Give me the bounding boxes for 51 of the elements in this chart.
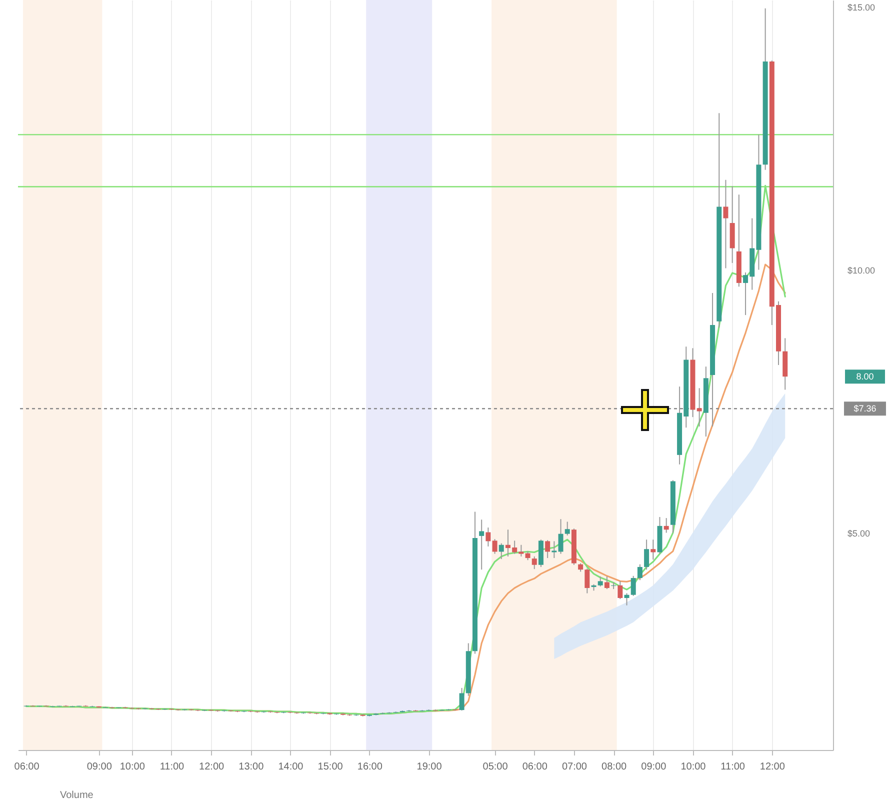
x-tick-label: 12:00 bbox=[760, 762, 786, 772]
candlestick bbox=[552, 540, 557, 559]
candlestick bbox=[664, 518, 669, 534]
ref-line-label: $7.36 bbox=[854, 404, 876, 414]
x-tick-label: 08:00 bbox=[602, 762, 627, 772]
candlestick bbox=[618, 580, 623, 600]
candlestick bbox=[347, 713, 352, 716]
x-tick-label: 12:00 bbox=[199, 762, 224, 772]
x-tick-label: 06:00 bbox=[14, 762, 40, 772]
text: Volume bbox=[60, 790, 94, 801]
x-tick-label: 09:00 bbox=[641, 762, 667, 772]
candlestick bbox=[630, 575, 636, 596]
candlestick bbox=[584, 568, 590, 594]
x-tick-label: 16:00 bbox=[357, 762, 383, 772]
x-tick-label: 14:00 bbox=[278, 762, 304, 772]
candlestick bbox=[486, 527, 491, 547]
y-tick-label: $10.00 bbox=[848, 265, 876, 276]
x-tick-label: 09:00 bbox=[86, 762, 112, 772]
candlestick bbox=[723, 179, 728, 269]
candlestick bbox=[479, 519, 484, 570]
candlestick bbox=[354, 714, 359, 716]
candlestick bbox=[558, 518, 564, 554]
x-tick-label: 06:00 bbox=[522, 762, 548, 772]
candlestick bbox=[598, 576, 603, 587]
x-tick-label: 07:00 bbox=[562, 762, 588, 772]
candlestick bbox=[696, 388, 702, 428]
candlestick bbox=[611, 582, 616, 590]
candlestick bbox=[637, 564, 642, 581]
candlestick bbox=[644, 539, 650, 570]
candlestick bbox=[492, 538, 498, 554]
x-tick-label: 15:00 bbox=[318, 762, 344, 772]
line-series bbox=[26, 184, 786, 716]
candlestick bbox=[604, 576, 610, 590]
candlestick bbox=[334, 712, 339, 716]
candlestick bbox=[624, 592, 630, 606]
candlestick bbox=[650, 539, 656, 560]
y-tick-label: $15.00 bbox=[848, 2, 876, 12]
y-tick-label: $5.00 bbox=[848, 528, 870, 538]
candlestick bbox=[532, 556, 537, 570]
x-tick-label: 10:00 bbox=[120, 762, 146, 772]
candlestick bbox=[564, 521, 570, 536]
x-tick-label: 13:00 bbox=[238, 762, 264, 772]
candlestick bbox=[545, 540, 550, 559]
x-tick-label: 10:00 bbox=[680, 762, 706, 772]
x-tick-label: 11:00 bbox=[720, 762, 746, 772]
text: 8.00 bbox=[856, 372, 874, 382]
x-tick-label: 05:00 bbox=[482, 762, 508, 772]
candlestick bbox=[498, 542, 504, 560]
x-tick-label: 19:00 bbox=[416, 762, 442, 772]
candlestick bbox=[459, 687, 464, 712]
x-tick-label: 11:00 bbox=[160, 762, 185, 772]
